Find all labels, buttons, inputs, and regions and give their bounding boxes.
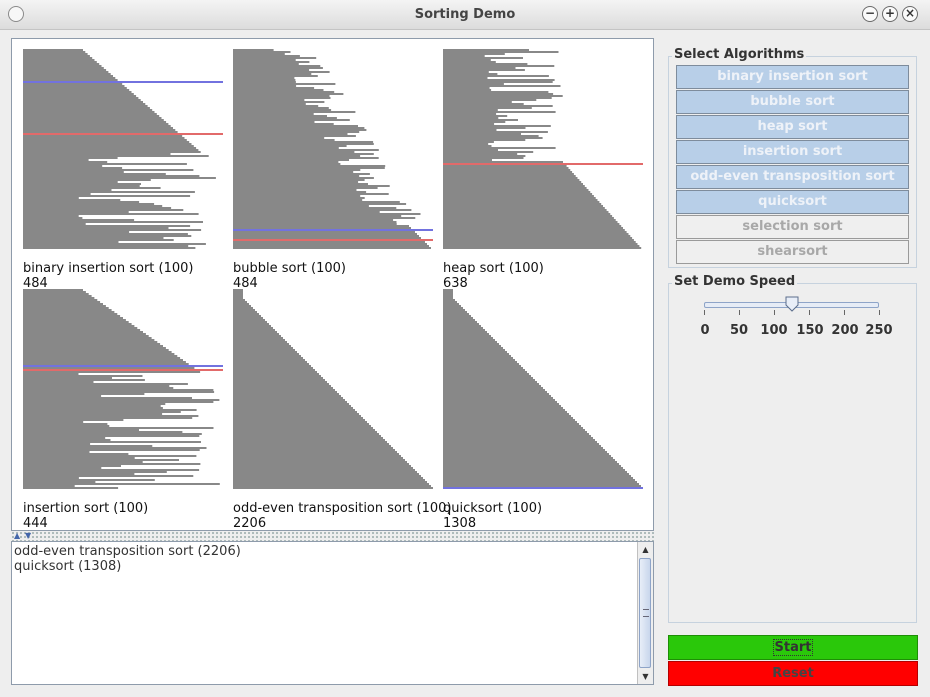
bar-visualization	[23, 289, 223, 489]
collapse-up-icon[interactable]: ▲	[14, 531, 21, 540]
log-lines: odd-even transposition sort (2206) quick…	[14, 544, 241, 574]
bar-visualization	[233, 289, 433, 489]
algorithm-name: insertion sort (100)	[23, 501, 149, 516]
reset-button[interactable]: Reset	[668, 661, 918, 686]
slider-tick	[809, 310, 810, 315]
operation-count: 2206	[233, 516, 267, 531]
sort-panel: heap sort (100) 638	[443, 49, 645, 291]
log-line: odd-even transposition sort (2206)	[14, 544, 241, 559]
operation-count: 484	[233, 276, 258, 291]
scroll-thumb[interactable]	[639, 558, 651, 668]
algo-toggle-heap-sort[interactable]: heap sort	[676, 115, 909, 139]
algo-toggle-odd-even-transposition-sort[interactable]: odd-even transposition sort	[676, 165, 909, 189]
speed-slider-thumb[interactable]	[785, 296, 799, 312]
slider-tick	[704, 310, 705, 315]
algorithm-group-title: Select Algorithms	[672, 47, 807, 62]
algorithm-name: heap sort (100)	[443, 261, 544, 276]
log-scrollbar[interactable]: ▲ ▼	[637, 542, 653, 684]
grip-icon	[643, 609, 649, 617]
algo-toggle-quicksort[interactable]: quicksort	[676, 190, 909, 214]
algo-toggle-bubble-sort[interactable]: bubble sort	[676, 90, 909, 114]
sort-panel: insertion sort (100) 444	[23, 289, 225, 531]
title-bar: Sorting Demo − + ×	[0, 0, 930, 30]
results-log[interactable]: odd-even transposition sort (2206) quick…	[11, 541, 654, 685]
sort-panel: binary insertion sort (100) 484	[23, 49, 225, 291]
slider-tick	[774, 310, 775, 315]
operation-count: 484	[23, 276, 48, 291]
slider-tick-label: 250	[865, 323, 893, 338]
algo-toggle-selection-sort[interactable]: selection sort	[676, 215, 909, 239]
sorting-canvas: binary insertion sort (100) 484 bubble s…	[11, 38, 654, 531]
collapse-down-icon[interactable]: ▼	[25, 531, 32, 540]
minimize-icon[interactable]: −	[862, 6, 878, 22]
slider-tick	[879, 310, 880, 315]
bar-visualization	[443, 289, 643, 489]
slider-tick	[844, 310, 845, 315]
algorithm-name: bubble sort (100)	[233, 261, 346, 276]
start-button[interactable]: Start	[668, 635, 918, 660]
slider-tick	[739, 310, 740, 315]
slider-tick-label: 100	[760, 323, 788, 338]
algo-toggle-insertion-sort[interactable]: insertion sort	[676, 140, 909, 164]
sort-panel: quicksort (100) 1308	[443, 289, 645, 531]
algo-toggle-binary-insertion-sort[interactable]: binary insertion sort	[676, 65, 909, 89]
split-pane-divider[interactable]: ▲ ▼	[11, 531, 654, 541]
operation-count: 1308	[443, 516, 477, 531]
algorithm-name: odd-even transposition sort (100)	[233, 501, 452, 516]
slider-tick-label: 150	[796, 323, 824, 338]
slider-tick-label: 200	[831, 323, 859, 338]
scroll-down-icon[interactable]: ▼	[642, 672, 649, 681]
window-title: Sorting Demo	[414, 7, 516, 22]
algorithm-name: binary insertion sort (100)	[23, 261, 194, 276]
maximize-icon[interactable]: +	[882, 6, 898, 22]
start-button-label: Start	[772, 639, 814, 656]
slider-tick-label: 50	[729, 323, 749, 338]
speed-group-title: Set Demo Speed	[672, 274, 798, 289]
operation-count: 444	[23, 516, 48, 531]
bar-visualization	[443, 49, 643, 249]
algo-toggle-shearsort[interactable]: shearsort	[676, 240, 909, 264]
scroll-up-icon[interactable]: ▲	[642, 545, 649, 554]
bar-visualization	[233, 49, 433, 249]
sort-panel: bubble sort (100) 484	[233, 49, 435, 291]
slider-tick-label: 0	[700, 323, 710, 338]
window-menu-icon[interactable]	[8, 6, 24, 22]
operation-count: 638	[443, 276, 468, 291]
log-line: quicksort (1308)	[14, 559, 122, 574]
bar-visualization	[23, 49, 223, 249]
sort-panel: odd-even transposition sort (100) 2206	[233, 289, 452, 531]
close-icon[interactable]: ×	[902, 6, 918, 22]
algorithm-name: quicksort (100)	[443, 501, 543, 516]
